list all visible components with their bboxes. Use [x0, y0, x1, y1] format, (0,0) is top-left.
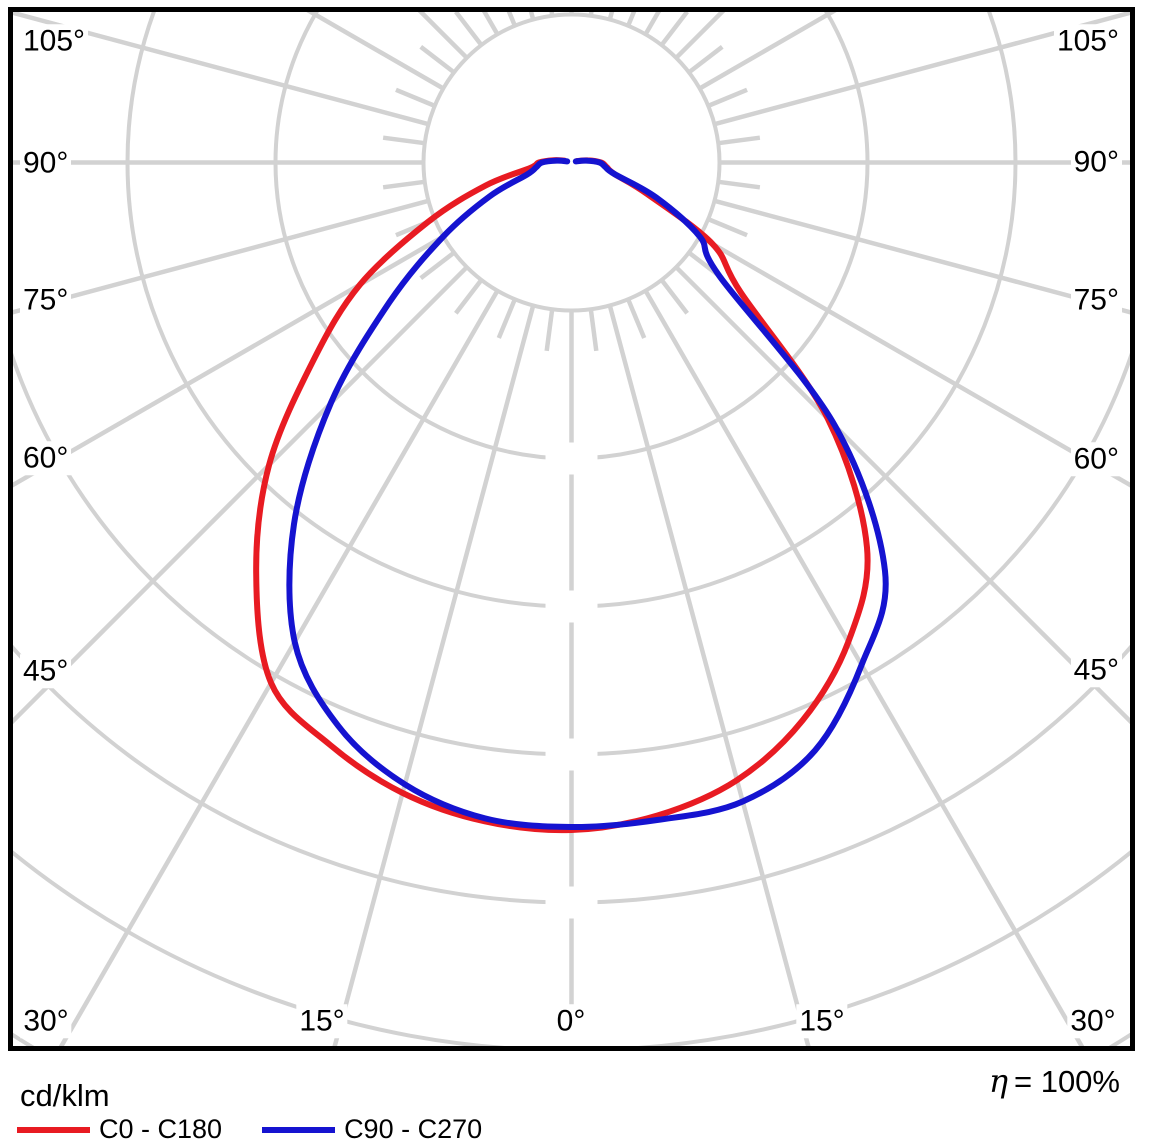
- grid-axis-label-gaps: [545, 442, 598, 1046]
- grid-ray-105: [712, 12, 1130, 127]
- grid-ray-300: [13, 234, 446, 488]
- angle-label-right-90: 90°: [1070, 145, 1122, 179]
- grid-ray-330: [58, 288, 500, 1046]
- curve-c0-c180: [253, 157, 871, 834]
- grid-ray-315: [13, 264, 470, 725]
- angle-label-right-105: 105°: [1053, 24, 1122, 58]
- plot-border: [8, 7, 1135, 1051]
- grid-tick-97.5: [716, 135, 761, 146]
- grid-tick-307.5: [419, 250, 457, 280]
- angle-label-bottom-0: 0°: [553, 1004, 589, 1038]
- grid-tick-352.5: [544, 307, 555, 352]
- grid-ray-30: [643, 288, 1085, 1046]
- eta-value: = 100%: [1013, 1064, 1120, 1099]
- grid-tick-217.5: [454, 12, 484, 48]
- grid-tick-232.5: [419, 45, 457, 75]
- ring-label-gap-5: [545, 886, 598, 919]
- angle-label-bottom-30: 30°: [1067, 1004, 1119, 1038]
- grid-tick-7.5: [588, 307, 599, 352]
- efficiency-label: η = 100%: [988, 1062, 1120, 1100]
- ring-label-gap-4: [545, 738, 598, 771]
- grid-ring-4: [13, 352, 1130, 757]
- grid-ray-255: [13, 12, 431, 127]
- legend: C0 - C180 C90 - C270: [17, 1114, 483, 1140]
- legend-label-c90-c270: C90 - C270: [344, 1114, 483, 1140]
- legend-label-c0-c180: C0 - C180: [99, 1114, 223, 1140]
- angle-label-bottom-15: 15°: [796, 1004, 848, 1038]
- ring-label-gap-2: [545, 442, 598, 475]
- legend-swatch-c90-c270: [262, 1126, 336, 1133]
- grid-tick-142.5: [659, 12, 689, 48]
- angle-label-right-45: 45°: [1070, 653, 1122, 687]
- grid-ray-345: [332, 303, 536, 1046]
- grid-ray-285: [13, 198, 431, 315]
- grid-tick-22.5: [625, 297, 647, 339]
- grid-ray-45: [673, 264, 1130, 725]
- angle-label-right-60: 60°: [1070, 442, 1122, 476]
- eta-symbol: η: [988, 1062, 1008, 1100]
- ring-label-gap-6: [545, 1034, 598, 1046]
- grid-ray-75: [712, 198, 1130, 315]
- angle-label-left-75: 75°: [20, 283, 72, 317]
- grid-tick-157.5: [625, 12, 637, 28]
- grid-tick-277.5: [382, 179, 427, 190]
- units-label: cd/klm: [20, 1078, 110, 1113]
- ring-label-gap-3: [545, 590, 598, 623]
- angle-label-bottom-15: 15°: [296, 1004, 348, 1038]
- grid-ray-60: [697, 234, 1130, 488]
- angle-label-left-60: 60°: [20, 441, 72, 475]
- grid-tick-67.5: [706, 216, 748, 238]
- grid-ring-1: [421, 12, 722, 313]
- grid-tick-247.5: [395, 87, 437, 109]
- grid-tick-127.5: [686, 45, 724, 75]
- grid-ray-15: [607, 303, 811, 1046]
- angle-label-right-75: 75°: [1070, 283, 1122, 317]
- curve-c90-c270: [286, 157, 889, 831]
- intensity-curves: [253, 157, 889, 834]
- angle-label-bottom-30: 30°: [20, 1004, 72, 1038]
- angle-label-left-45: 45°: [20, 654, 72, 688]
- grid-tick-337.5: [496, 297, 518, 339]
- grid-tick-202.5: [506, 12, 518, 28]
- grid-tick-262.5: [382, 135, 427, 146]
- angle-label-left-90: 90°: [20, 146, 72, 180]
- angle-label-left-105: 105°: [20, 24, 89, 58]
- grid-tick-322.5: [454, 277, 484, 315]
- legend-swatch-c0-c180: [17, 1126, 90, 1133]
- grid-tick-82.5: [716, 179, 761, 190]
- grid-tick-37.5: [659, 277, 689, 315]
- grid-tick-112.5: [706, 87, 748, 109]
